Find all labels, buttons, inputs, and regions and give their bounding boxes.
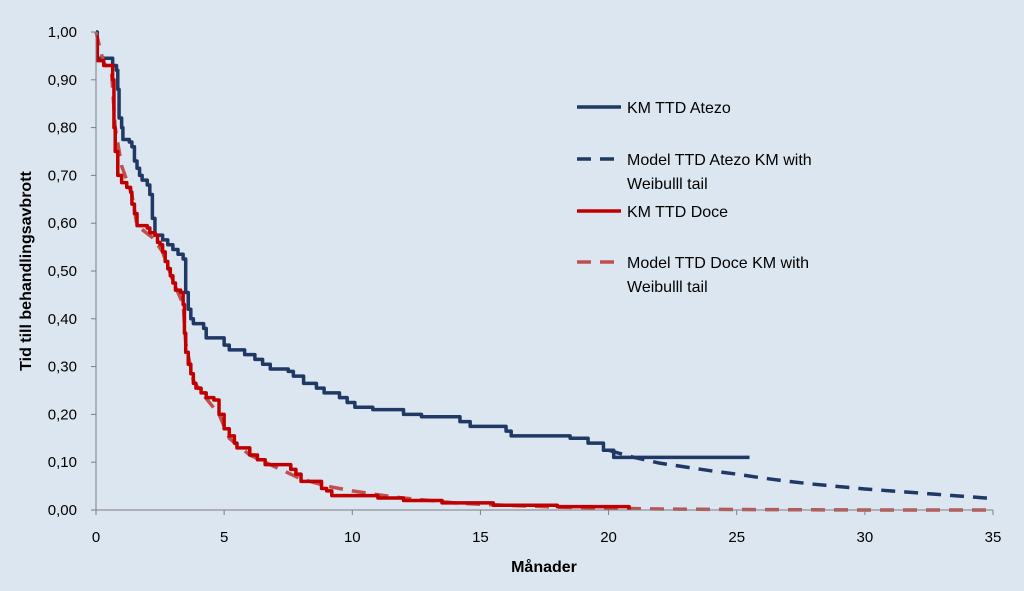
series-layer	[94, 30, 994, 512]
x-tick-label: 25	[728, 529, 745, 546]
x-tick-label: 0	[92, 529, 100, 546]
ticks-layer: 0,00 0,10 0,20 0,30 0,40 0,50 0,60 0,70 0,80 0,90…	[48, 24, 1002, 546]
y-tick-label: 0,40	[48, 311, 77, 328]
legend-label: KM TTD Doce	[627, 204, 728, 221]
y-tick-label: 0,90	[48, 72, 77, 89]
legend-label: KM TTD Atezo	[627, 100, 731, 117]
y-tick-label: 0,10	[48, 454, 77, 471]
series-line-km-ttd-atezo	[95, 30, 750, 460]
legend-label: Weibulll tail	[627, 176, 708, 193]
x-tick-label: 30	[857, 529, 874, 546]
y-tick-label: 0,70	[48, 167, 77, 184]
series-line-model-ttd-atezo-km-with-weibulll-tail	[608, 448, 994, 501]
y-tick-label: 0,50	[48, 263, 77, 280]
y-tick-label: 0,80	[48, 120, 77, 137]
x-tick-label: 20	[600, 529, 617, 546]
legend-label: Model TTD Atezo KM with	[627, 152, 812, 169]
x-tick-label: 10	[344, 529, 361, 546]
series-line-km-ttd-doce	[95, 35, 631, 510]
x-tick-label: 35	[985, 529, 1002, 546]
x-tick-label: 15	[472, 529, 489, 546]
x-axis-title: Månader	[511, 558, 577, 576]
legend: KM TTD Atezo Model TTD Atezo KM with Weibu…	[577, 100, 812, 296]
y-tick-label: 0,60	[48, 215, 77, 232]
y-tick-label: 0,30	[48, 359, 77, 376]
legend-label: Weibulll tail	[627, 279, 708, 296]
y-tick-label: 0,00	[48, 502, 77, 519]
y-tick-label: 0,20	[48, 406, 77, 423]
series-line-model-ttd-doce-km-with-weibulll-tail	[94, 31, 993, 512]
x-tick-label: 5	[220, 529, 228, 546]
y-tick-label: 1,00	[48, 24, 77, 41]
legend-label: Model TTD Doce KM with	[627, 255, 809, 272]
y-axis-title: Tid till behandlingsavbrott	[18, 170, 35, 370]
